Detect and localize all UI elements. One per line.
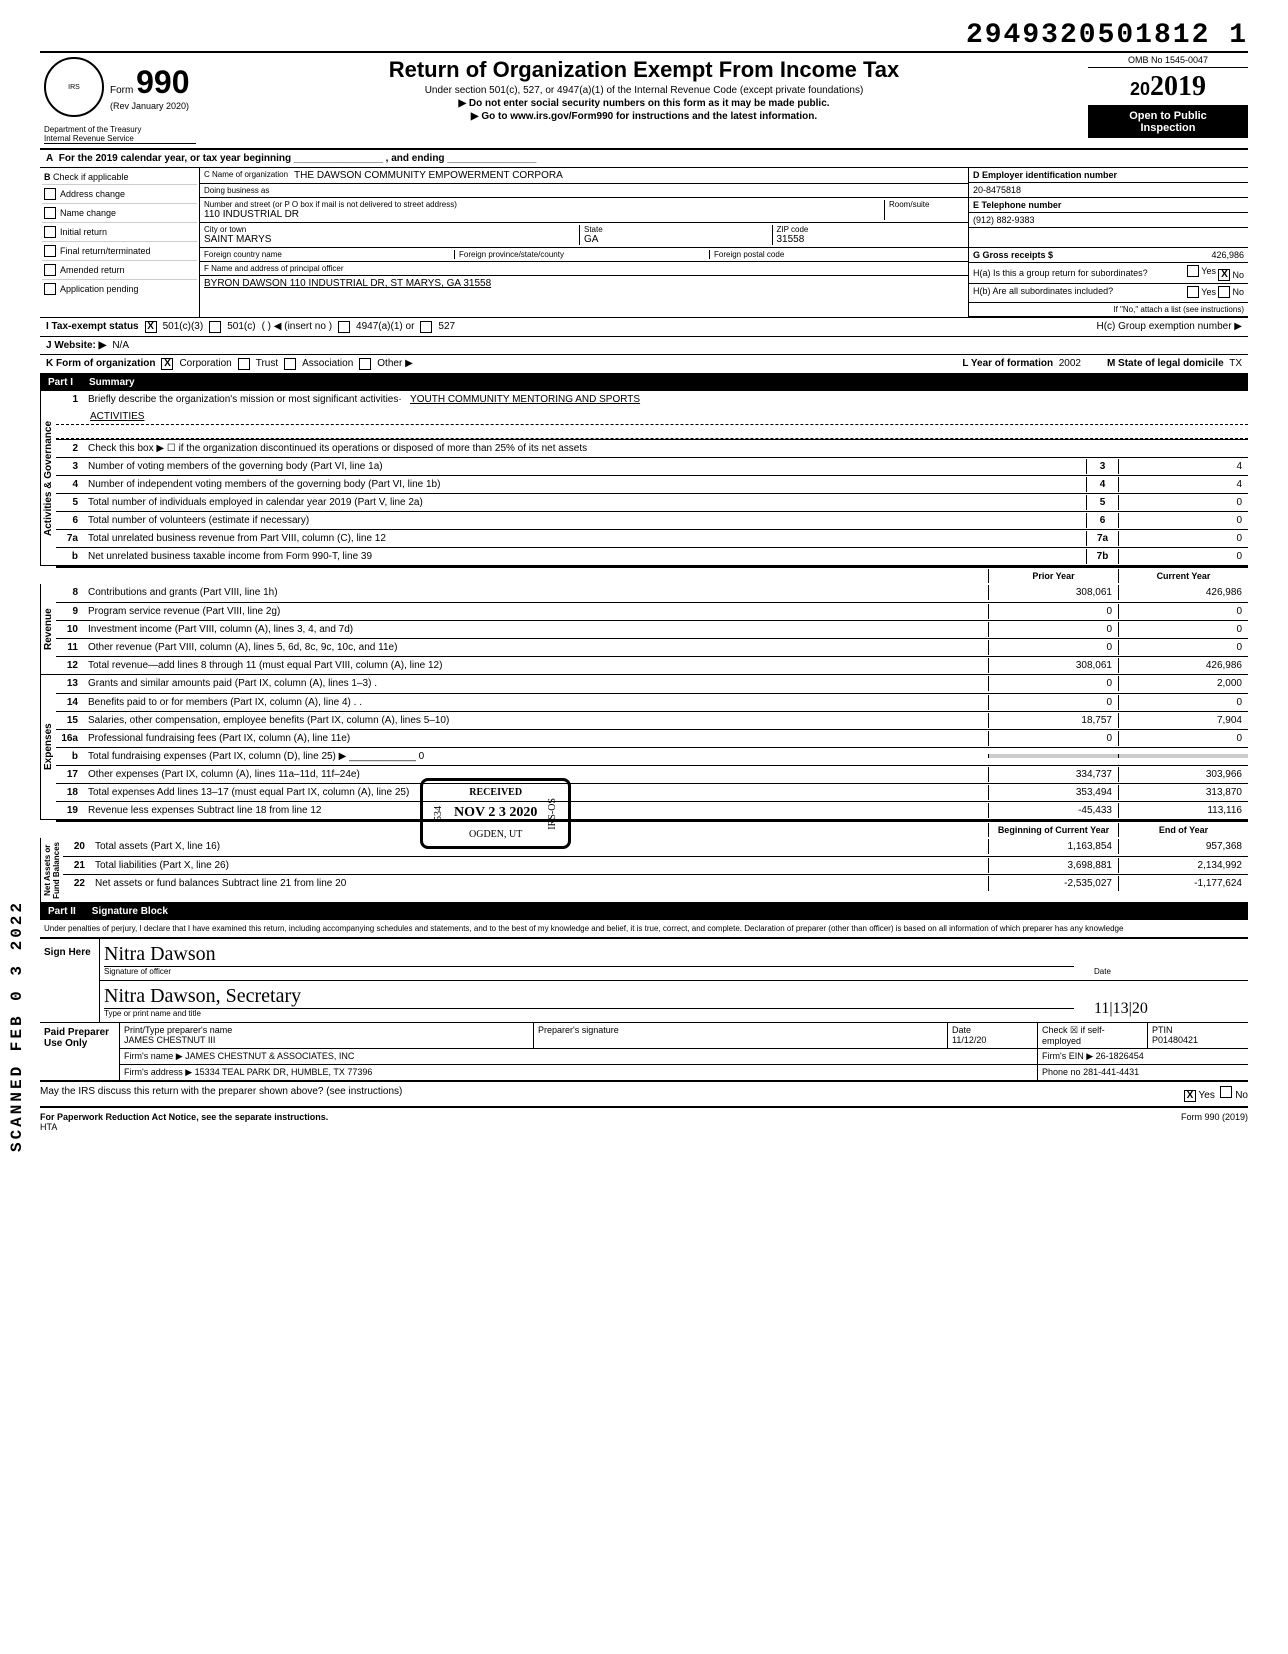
preparer-date: 11/12/20 (952, 1035, 1033, 1045)
ein-value: 20-8475818 (969, 183, 1248, 198)
block-c-org-info: C Name of organizationTHE DAWSON COMMUNI… (200, 168, 968, 317)
officer-signature: Nitra Dawson (104, 943, 1074, 966)
discuss-row: May the IRS discuss this return with the… (40, 1082, 1248, 1108)
summary-line: 8Contributions and grants (Part VIII, li… (56, 584, 1248, 602)
paid-preparer-block: Paid Preparer Use Only Print/Type prepar… (40, 1023, 1248, 1082)
perjury-statement: Under penalties of perjury, I declare th… (40, 920, 1248, 938)
prior-year-header: Prior Year (988, 569, 1118, 583)
sign-date: 11|13|20 (1094, 1000, 1244, 1018)
footer: For Paperwork Reduction Act Notice, see … (40, 1108, 1248, 1136)
summary-line: 21Total liabilities (Part X, line 26)3,6… (63, 856, 1248, 874)
governance-side-label: Activities & Governance (40, 391, 56, 565)
summary-line: bNet unrelated business taxable income f… (56, 547, 1248, 565)
check-501c3[interactable]: X (145, 321, 157, 333)
ptin: P01480421 (1152, 1035, 1244, 1045)
net-assets-side-label: Net Assets or Fund Balances (40, 838, 63, 903)
scanned-stamp: SCANNED FEB 0 3 2022 (8, 900, 26, 1152)
org-address: 110 INDUSTRIAL DR (204, 209, 884, 220)
irs-seal-icon: IRS (44, 57, 104, 117)
org-name: THE DAWSON COMMUNITY EMPOWERMENT CORPORA (294, 170, 563, 181)
summary-line: 10Investment income (Part VIII, column (… (56, 620, 1248, 638)
summary-line: 17Other expenses (Part IX, column (A), l… (56, 765, 1248, 783)
principal-officer: BYRON DAWSON 110 INDUSTRIAL DR, ST MARYS… (204, 278, 491, 289)
summary-line: 18Total expenses Add lines 13–17 (must e… (56, 783, 1248, 801)
row-i-tax-status: I Tax-exempt status X501(c)(3) 501(c) ( … (40, 318, 1248, 337)
part-1-header: Part ISummary (40, 374, 1248, 391)
discuss-yes[interactable]: X (1184, 1090, 1196, 1102)
officer-name-title: Nitra Dawson, Secretary (104, 985, 1074, 1008)
firm-name: JAMES CHESTNUT & ASSOCIATES, INC (185, 1051, 354, 1061)
phone-value: (912) 882-9383 (969, 213, 1248, 228)
row-a-tax-year: A For the 2019 calendar year, or tax yea… (40, 150, 1248, 168)
block-b-checkboxes: B Check if applicable Address change Nam… (40, 168, 200, 317)
form-title: Return of Organization Exempt From Incom… (204, 57, 1084, 83)
summary-line: 22Net assets or fund balances Subtract l… (63, 874, 1248, 892)
summary-line: 20Total assets (Part X, line 16)1,163,85… (63, 838, 1248, 856)
summary-line: 6Total number of volunteers (estimate if… (56, 511, 1248, 529)
form-title-block: Return of Organization Exempt From Incom… (200, 53, 1088, 148)
firm-ein: 26-1826454 (1096, 1051, 1144, 1061)
block-d-ein: D Employer identification number 20-8475… (968, 168, 1248, 317)
check-name-change[interactable]: Name change (42, 203, 197, 222)
summary-line: 16aProfessional fundraising fees (Part I… (56, 729, 1248, 747)
gross-receipts: 426,986 (1211, 250, 1244, 260)
year-block: OMB No 1545-0047 202019 Open to PublicIn… (1088, 53, 1248, 148)
summary-line: 15Salaries, other compensation, employee… (56, 711, 1248, 729)
row-j-website: J Website: ▶N/A (40, 337, 1248, 355)
check-amended[interactable]: Amended return (42, 260, 197, 279)
firm-address: 15334 TEAL PARK DR, HUMBLE, TX 77396 (195, 1067, 373, 1077)
check-final-return[interactable]: Final return/terminated (42, 241, 197, 260)
dln-number: 2949320501812 1 (966, 20, 1248, 51)
received-stamp: RECEIVED 534 NOV 2 3 2020 IRS-OS OGDEN, … (420, 778, 571, 850)
summary-line: 14Benefits paid to or for members (Part … (56, 693, 1248, 711)
summary-line: 4Number of independent voting members of… (56, 475, 1248, 493)
summary-line: 9Program service revenue (Part VIII, lin… (56, 602, 1248, 620)
check-corporation[interactable]: X (161, 358, 173, 370)
summary-line: bTotal fundraising expenses (Part IX, co… (56, 747, 1248, 765)
discuss-no[interactable] (1220, 1086, 1232, 1098)
summary-line: 12Total revenue—add lines 8 through 11 (… (56, 656, 1248, 674)
check-address-change[interactable]: Address change (42, 184, 197, 203)
summary-line: 11Other revenue (Part VIII, column (A), … (56, 638, 1248, 656)
firm-phone: 281-441-4431 (1083, 1067, 1139, 1077)
part-2-header: Part IISignature Block (40, 903, 1248, 920)
form-id-block: IRS Form 990 (Rev January 2020) Departme… (40, 53, 200, 148)
summary-line: 19Revenue less expenses Subtract line 18… (56, 801, 1248, 819)
check-application-pending[interactable]: Application pending (42, 279, 197, 298)
revenue-side-label: Revenue (40, 584, 56, 674)
current-year-header: Current Year (1118, 569, 1248, 583)
preparer-name: JAMES CHESTNUT III (124, 1035, 529, 1045)
org-city: SAINT MARYS (204, 234, 579, 245)
sign-here-block: Sign Here Nitra Dawson Signature of offi… (40, 938, 1248, 1023)
mission-statement: YOUTH COMMUNITY MENTORING AND SPORTS (410, 394, 640, 405)
summary-line: 13Grants and similar amounts paid (Part … (56, 675, 1248, 693)
expenses-side-label: Expenses (40, 675, 56, 819)
summary-line: 5Total number of individuals employed in… (56, 493, 1248, 511)
row-k-form-org: K Form of organization XCorporation Trus… (40, 355, 1248, 374)
summary-line: 7aTotal unrelated business revenue from … (56, 529, 1248, 547)
check-initial-return[interactable]: Initial return (42, 222, 197, 241)
summary-line: 3Number of voting members of the governi… (56, 457, 1248, 475)
